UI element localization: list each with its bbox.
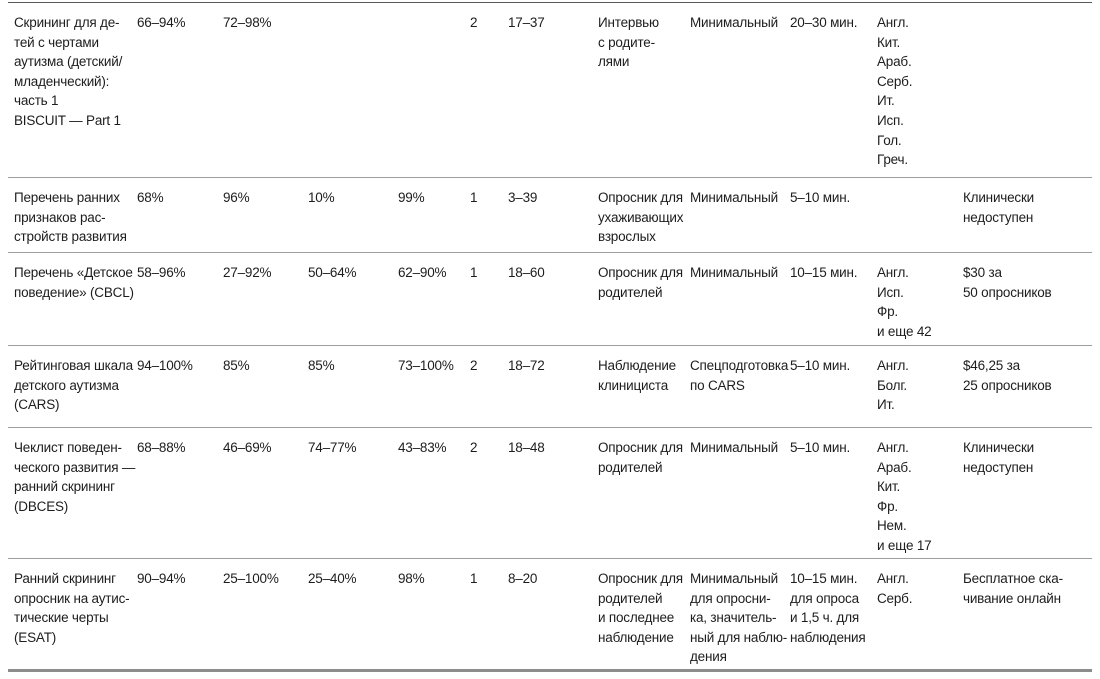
metric-specificity: 96% xyxy=(223,190,250,205)
languages: Англ. Кит. Араб. Серб. Ит. Исп. Гол. Гре… xyxy=(877,15,913,168)
table-row: Рейтинговая шкала детского аутизма (CARS… xyxy=(8,346,1092,428)
metric-ppv: 50–64% xyxy=(308,265,357,280)
age-range: 18–72 xyxy=(508,358,545,373)
studies-count: 1 xyxy=(470,571,478,586)
method: Опросник для родителей xyxy=(598,265,683,300)
studies-count: 2 xyxy=(470,440,478,455)
availability-cost: Клинически недоступен xyxy=(963,190,1035,225)
studies-count: 2 xyxy=(470,358,478,373)
availability-cost: Бесплатное ска- чивание онлайн xyxy=(963,571,1063,606)
tool-name: Перечень ранних признаков рас- стройств … xyxy=(14,190,127,245)
administration-time: 10–15 мин. xyxy=(790,265,858,280)
metric-specificity: 72–98% xyxy=(223,15,272,30)
metric-specificity: 25–100% xyxy=(223,571,279,586)
metric-npv: 98% xyxy=(398,571,425,586)
languages: Англ. Исп. Фр. и еще 42 xyxy=(877,265,932,339)
tool-name: Рейтинговая шкала детского аутизма (CARS… xyxy=(14,358,133,413)
training-requirement: Минимальный xyxy=(690,15,778,30)
method: Опросник для родителей и последнее наблю… xyxy=(598,571,683,645)
metric-ppv: 74–77% xyxy=(308,440,357,455)
metric-npv: 99% xyxy=(398,190,425,205)
age-range: 18–60 xyxy=(508,265,545,280)
metric-npv xyxy=(398,3,470,177)
administration-time: 5–10 мин. xyxy=(790,190,851,205)
method: Опросник для родителей xyxy=(598,440,683,475)
tool-name: Чеклист поведен- ческого развития — ранн… xyxy=(14,440,136,514)
metric-npv: 73–100% xyxy=(398,358,454,373)
metric-sensitivity: 66–94% xyxy=(137,15,186,30)
administration-time: 5–10 мин. xyxy=(790,358,851,373)
languages: Англ. Араб. Кит. Фр. Нем. и еще 17 xyxy=(877,440,932,553)
age-range: 17–37 xyxy=(508,15,545,30)
administration-time: 10–15 мин. для опроса и 1,5 ч. для наблю… xyxy=(790,571,866,645)
tool-name: Скрининг для де- тей с чертами аутизма (… xyxy=(14,15,123,128)
method: Интервью с родите- лями xyxy=(598,15,659,70)
metric-specificity: 85% xyxy=(223,358,250,373)
metric-sensitivity: 58–96% xyxy=(137,265,186,280)
metric-npv: 43–83% xyxy=(398,440,447,455)
availability-cost xyxy=(963,3,1092,177)
training-requirement: Минимальный для опросни- ка, значитель- … xyxy=(690,571,788,665)
languages: Англ. Серб. xyxy=(877,571,913,606)
table-row: Перечень «Детское поведение» (CBCL) 58–9… xyxy=(8,253,1092,346)
metric-specificity: 27–92% xyxy=(223,265,272,280)
tool-name: Перечень «Детское поведение» (CBCL) xyxy=(14,265,134,300)
training-requirement: Минимальный xyxy=(690,265,778,280)
method: Наблюдение клинициста xyxy=(598,358,676,393)
table-row: Ранний скрининг опросник на аутис- тичес… xyxy=(8,559,1092,672)
metric-specificity: 46–69% xyxy=(223,440,272,455)
training-requirement: Спецподготовка по CARS xyxy=(690,358,789,393)
availability-cost: $30 за 50 опросников xyxy=(963,265,1052,300)
languages xyxy=(877,178,963,252)
studies-count: 1 xyxy=(470,190,478,205)
studies-count: 2 xyxy=(470,15,478,30)
training-requirement: Минимальный xyxy=(690,440,778,455)
method: Опросник для ухаживающих взрослых xyxy=(598,190,684,245)
metric-ppv: 85% xyxy=(308,358,335,373)
availability-cost: $46,25 за 25 опросников xyxy=(963,358,1052,393)
metric-sensitivity: 94–100% xyxy=(137,358,193,373)
screening-tools-table: Скрининг для де- тей с чертами аутизма (… xyxy=(8,2,1092,672)
metric-ppv: 10% xyxy=(308,190,335,205)
age-range: 18–48 xyxy=(508,440,545,455)
tool-name: Ранний скрининг опросник на аутис- тичес… xyxy=(14,571,130,645)
metric-sensitivity: 90–94% xyxy=(137,571,186,586)
metric-ppv xyxy=(308,3,398,177)
table-row: Скрининг для де- тей с чертами аутизма (… xyxy=(8,3,1092,178)
training-requirement: Минимальный xyxy=(690,190,778,205)
administration-time: 20–30 мин. xyxy=(790,15,858,30)
studies-count: 1 xyxy=(470,265,478,280)
age-range: 3–39 xyxy=(508,190,538,205)
metric-npv: 62–90% xyxy=(398,265,447,280)
metric-ppv: 25–40% xyxy=(308,571,357,586)
availability-cost: Клинически недоступен xyxy=(963,440,1035,475)
table-row: Перечень ранних признаков рас- стройств … xyxy=(8,178,1092,253)
languages: Англ. Болг. Ит. xyxy=(877,358,909,413)
table-row: Чеклист поведен- ческого развития — ранн… xyxy=(8,428,1092,559)
age-range: 8–20 xyxy=(508,571,538,586)
administration-time: 5–10 мин. xyxy=(790,440,851,455)
metric-sensitivity: 68–88% xyxy=(137,440,186,455)
metric-sensitivity: 68% xyxy=(137,190,164,205)
